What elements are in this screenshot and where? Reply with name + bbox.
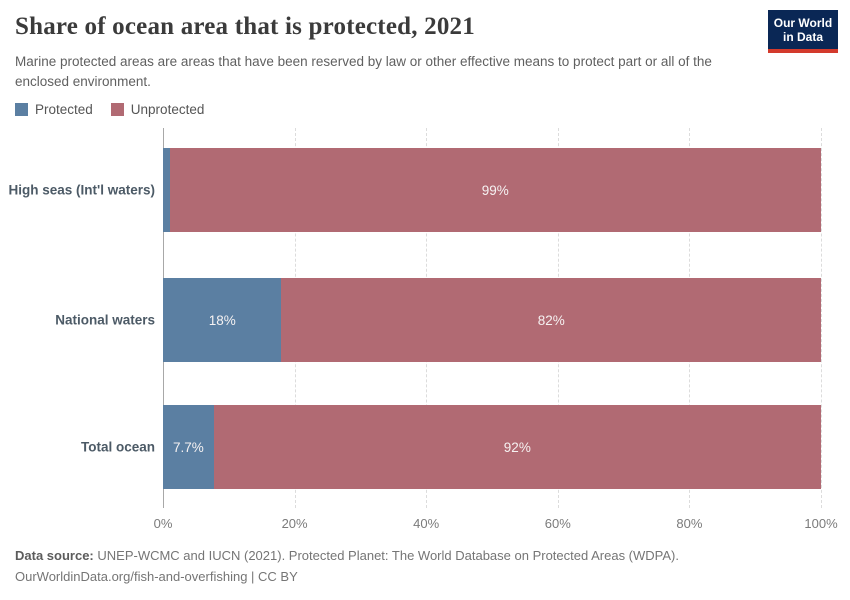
- data-source-line: Data source: UNEP-WCMC and IUCN (2021). …: [15, 545, 679, 566]
- chart-legend: Protected Unprotected: [15, 102, 204, 117]
- stacked-bar-chart: 0% 20% 40% 60% 80% 100% High seas (Int'l water…: [0, 128, 850, 531]
- unprotected-swatch-icon: [110, 103, 124, 116]
- x-axis-tick-label: 0%: [153, 516, 173, 531]
- bar-segment-protected[interactable]: 18%: [163, 278, 282, 362]
- page-title: Share of ocean area that is protected, 2…: [15, 13, 475, 40]
- bar-segment-protected[interactable]: [163, 148, 170, 232]
- legend-item-protected[interactable]: Protected: [15, 102, 93, 117]
- bar-segment-unprotected[interactable]: 82%: [281, 278, 821, 362]
- chart-footer: Data source: UNEP-WCMC and IUCN (2021). …: [15, 545, 679, 587]
- bar-segment-unprotected[interactable]: 99%: [169, 148, 821, 232]
- x-axis-tick-label: 60%: [544, 516, 571, 531]
- protected-swatch-icon: [15, 103, 28, 116]
- data-source-label: Data source:: [15, 548, 94, 563]
- legend-label: Unprotected: [130, 102, 205, 117]
- owid-logo-text-line2: in Data: [782, 30, 823, 44]
- category-label: High seas (Int'l waters): [8, 182, 156, 198]
- license-line: OurWorldinData.org/fish-and-overfishing …: [15, 566, 679, 587]
- bar-segment-unprotected[interactable]: 92%: [213, 405, 821, 489]
- category-label: Total ocean: [80, 439, 155, 455]
- owid-url-link[interactable]: OurWorldinData.org/fish-and-overfishing: [15, 569, 248, 584]
- owid-logo-text-line1: Our World: [773, 16, 833, 30]
- bar-row-1: 99%: [163, 148, 821, 232]
- gridline: [821, 128, 822, 508]
- x-axis-tick-label: 20%: [281, 516, 308, 531]
- bar-row-3: 7.7% 92%: [163, 405, 821, 489]
- x-axis-tick-label: 100%: [804, 516, 838, 531]
- license-text: | CC BY: [247, 569, 298, 584]
- owid-logo[interactable]: Our World in Data: [768, 10, 838, 53]
- chart-subtitle: Marine protected areas are areas that ha…: [15, 54, 712, 89]
- legend-label: Protected: [35, 102, 93, 117]
- x-axis-tick-label: 80%: [676, 516, 703, 531]
- bar-segment-protected[interactable]: 7.7%: [163, 405, 214, 489]
- category-label: National waters: [55, 312, 155, 328]
- legend-item-unprotected[interactable]: Unprotected: [110, 102, 205, 117]
- bar-row-2: 18% 82%: [163, 278, 821, 362]
- x-axis-tick-label: 40%: [413, 516, 440, 531]
- data-source-text: UNEP-WCMC and IUCN (2021). Protected Pla…: [97, 548, 679, 563]
